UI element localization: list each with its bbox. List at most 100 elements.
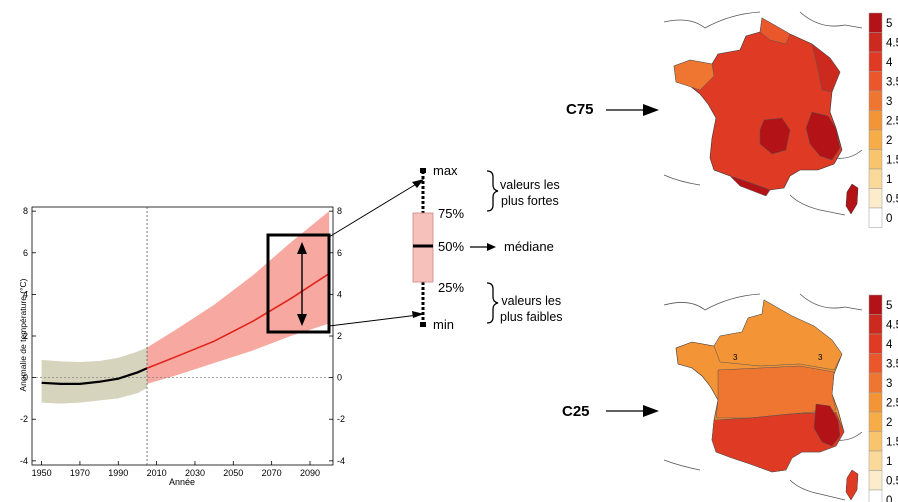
legend-value-label: 3 xyxy=(886,96,892,108)
arrow-to-top-map-head xyxy=(643,104,659,116)
legend-swatch xyxy=(868,188,883,209)
legend-swatch xyxy=(868,51,883,72)
legend-value-label: 4 xyxy=(886,57,893,69)
map-bottom-contour-label-west: 3 xyxy=(733,353,738,362)
connector-line-upper xyxy=(328,182,419,238)
map-bottom-neighbor-borders xyxy=(663,293,863,501)
legend-value-label: 3 xyxy=(886,378,892,390)
map-bottom-contour-label-east: 3 xyxy=(818,353,823,362)
y-tick-label-left: 2 xyxy=(23,331,28,341)
map-bottom-label: C25 xyxy=(562,403,590,420)
legend-swatch xyxy=(868,12,883,33)
legend-swatch xyxy=(868,129,883,150)
y-tick-label-right: -4 xyxy=(337,456,345,466)
y-tick-label-left: 0 xyxy=(23,373,28,383)
legend-value-label: 0.5 xyxy=(886,193,898,205)
map-top-legend: 5 4.5 4 3.5 3 2.5 2 1.5 1 0.5 0 xyxy=(868,12,898,228)
legend-swatch xyxy=(868,333,883,354)
map-bottom-zone-south xyxy=(711,411,845,473)
x-axis-label: Année xyxy=(169,477,196,487)
boxplot-max-cap xyxy=(420,168,426,173)
legend-value-label: 5 xyxy=(886,300,892,312)
x-tick-label: 2070 xyxy=(262,468,282,478)
legend-value-label: 3.5 xyxy=(886,358,898,370)
boxplot-q50-label: 50% xyxy=(438,239,465,254)
y-tick-label-left: 8 xyxy=(23,206,28,216)
legend-swatch xyxy=(868,431,883,452)
map-top-corsica xyxy=(845,183,859,215)
x-tick-label: 1990 xyxy=(108,468,128,478)
lower-values-text: valeurs les plus faibles xyxy=(500,293,563,325)
lower-brace xyxy=(486,282,499,324)
axis-ticks: 1950 1970 1990 2010 2030 2050 2070 2090 -4 -4 -2 -2… xyxy=(20,206,345,478)
map-bottom-zone-center xyxy=(715,365,837,419)
x-tick-label: 2090 xyxy=(300,468,320,478)
lower-values-line1: valeurs les xyxy=(501,294,562,308)
y-tick-label-left: -4 xyxy=(20,456,28,466)
observed-median-line xyxy=(41,367,148,385)
map-top-label: C75 xyxy=(566,101,594,118)
legend-value-label: 4.5 xyxy=(886,319,898,331)
y-tick-label-right: 6 xyxy=(337,248,342,258)
legend-swatch xyxy=(868,90,883,111)
map-bottom-corsica xyxy=(845,469,859,501)
y-tick-label-right: 2 xyxy=(337,331,342,341)
upper-values-text: valeurs les plus fortes xyxy=(500,177,560,209)
legend-value-label: 4.5 xyxy=(886,37,898,49)
legend-swatch xyxy=(868,168,883,189)
projection-uncertainty-band xyxy=(147,211,330,384)
legend-swatch xyxy=(868,294,883,315)
median-text: médiane xyxy=(504,239,554,254)
arrow-head-down xyxy=(297,314,307,326)
map-bottom-zone-alps xyxy=(813,403,841,447)
x-tick-label: 1970 xyxy=(70,468,90,478)
y-tick-label-right: 4 xyxy=(337,289,342,299)
legend-value-label: 1 xyxy=(886,174,892,186)
legend-swatch xyxy=(868,450,883,471)
map-top-zone-east xyxy=(811,43,841,93)
legend-value-label: 1.5 xyxy=(886,154,898,166)
upper-brace xyxy=(486,170,499,212)
y-tick-label-left: -2 xyxy=(20,414,28,424)
legend-swatch xyxy=(868,110,883,131)
legend-value-label: 2 xyxy=(886,417,892,429)
map-top-zone-high-center xyxy=(759,117,791,155)
legend-value-label: 4 xyxy=(886,339,893,351)
legend-swatch xyxy=(868,149,883,170)
map-bottom-c25: 5 4.5 4 3.5 3 2.5 2 1.5 1 0.5 0 xyxy=(663,292,898,502)
legend-value-label: 1 xyxy=(886,456,892,468)
y-tick-label-left: 4 xyxy=(23,289,28,299)
legend-value-label: 2 xyxy=(886,135,892,147)
map-bottom-zone-north xyxy=(713,299,843,371)
legend-value-label: 0 xyxy=(886,213,892,225)
legend-swatch xyxy=(868,71,883,92)
legend-value-label: 2.5 xyxy=(886,115,898,127)
legend-swatch xyxy=(868,353,883,374)
y-tick-label-right: -2 xyxy=(337,414,345,424)
connector-arrow-upper xyxy=(412,179,424,188)
connector-line-lower xyxy=(328,314,419,327)
x-tick-label: 2030 xyxy=(185,468,205,478)
projection-median-line xyxy=(146,272,330,369)
boxplot-min-label: min xyxy=(433,317,454,332)
map-top-c75: 5 4.5 4 3.5 3 2.5 2 1.5 1 0.5 0 xyxy=(663,10,898,228)
legend-swatch xyxy=(868,392,883,413)
legend-swatch xyxy=(868,489,883,502)
x-tick-label: 2010 xyxy=(147,468,167,478)
arrow-to-bottom-map-head xyxy=(643,405,659,417)
legend-swatch xyxy=(868,411,883,432)
map-top-zone-north xyxy=(759,17,791,45)
boxplot-q75-label: 75% xyxy=(438,206,465,221)
y-axis-label: Anomalie de température (°C) xyxy=(18,278,28,392)
legend-swatch xyxy=(868,314,883,335)
x-tick-label: 1950 xyxy=(32,468,52,478)
upper-values-line1: valeurs les xyxy=(500,178,560,192)
legend-swatch xyxy=(868,470,883,491)
legend-swatch xyxy=(868,372,883,393)
legend-value-label: 3.5 xyxy=(886,76,898,88)
legend-value-label: 0.5 xyxy=(886,475,898,487)
connector-arrow-lower xyxy=(412,311,424,318)
legend-swatch xyxy=(868,32,883,53)
